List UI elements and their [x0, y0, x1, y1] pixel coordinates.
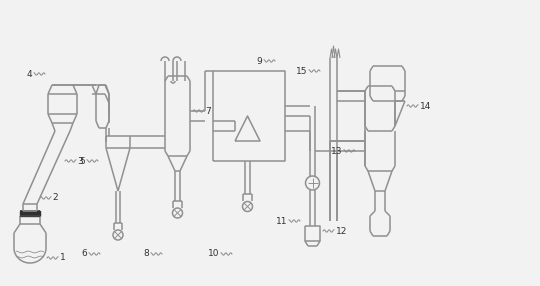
Text: 14: 14	[420, 102, 431, 110]
Text: 8: 8	[144, 249, 150, 259]
Text: 15: 15	[296, 67, 307, 76]
Text: 11: 11	[276, 217, 287, 225]
Text: 5: 5	[80, 156, 85, 166]
Text: 10: 10	[208, 249, 219, 259]
Text: 12: 12	[335, 227, 347, 235]
Text: 3: 3	[78, 156, 83, 166]
Text: 4: 4	[27, 69, 32, 78]
Text: 13: 13	[331, 146, 342, 156]
Text: 6: 6	[82, 249, 87, 259]
Text: 1: 1	[59, 253, 65, 263]
Text: 2: 2	[52, 194, 58, 202]
Text: 9: 9	[256, 57, 262, 65]
Text: 7: 7	[206, 106, 211, 116]
